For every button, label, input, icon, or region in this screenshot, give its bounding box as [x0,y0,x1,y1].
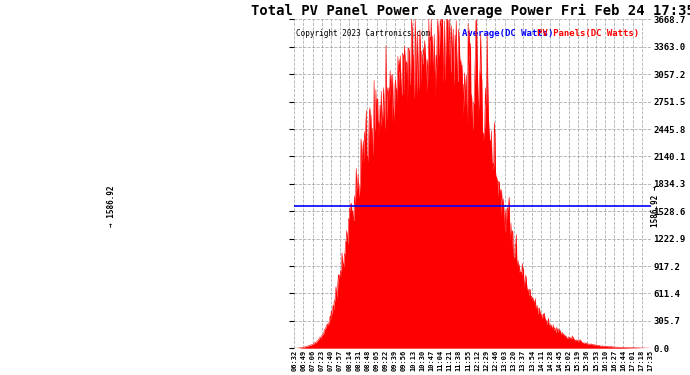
Text: Copyright 2023 Cartronics.com: Copyright 2023 Cartronics.com [296,29,431,38]
Text: 1586.92 →: 1586.92 → [651,185,660,227]
Text: → 1586.92: → 1586.92 [107,185,116,227]
Text: PV Panels(DC Watts): PV Panels(DC Watts) [537,29,639,38]
Title: Total PV Panel Power & Average Power Fri Feb 24 17:35: Total PV Panel Power & Average Power Fri… [250,4,690,18]
Text: Average(DC Watts): Average(DC Watts) [462,29,553,38]
